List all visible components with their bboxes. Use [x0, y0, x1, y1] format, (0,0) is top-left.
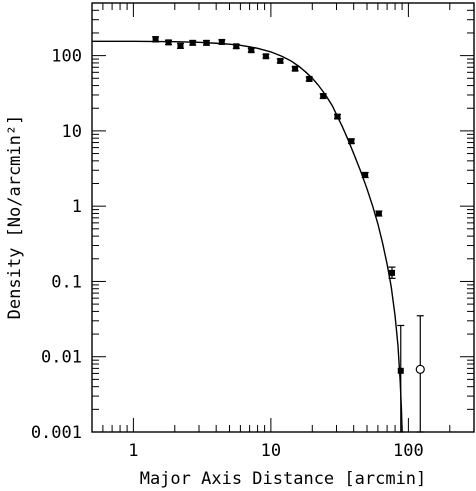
data-point [362, 171, 369, 178]
data-point [320, 93, 327, 100]
axis-ticks [91, 2, 475, 433]
data-point [277, 57, 284, 64]
data-point [389, 269, 396, 276]
data-point [165, 39, 172, 46]
data-point [203, 39, 210, 46]
model-curve-line [92, 40, 403, 433]
data-point [177, 42, 184, 49]
data-point [348, 138, 355, 145]
y-tick-label: 10 [62, 122, 82, 142]
data-point [189, 39, 196, 46]
model-curve [92, 40, 403, 433]
data-point [152, 36, 159, 43]
data-point [248, 47, 255, 54]
x-axis-label: Major Axis Distance [arcmin] [140, 469, 427, 489]
y-tick-label: 0.1 [51, 272, 82, 292]
tick-labels: 1 10 100 0.001 0.01 0.1 1 10 100 [31, 47, 424, 461]
x-tick-label: 10 [261, 441, 281, 461]
data-point [334, 113, 341, 120]
data-points [152, 36, 425, 433]
y-axis-label: Density [No/arcmin²] [5, 115, 25, 320]
y-tick-label: 0.01 [41, 348, 82, 368]
data-point-open [415, 364, 425, 374]
y-tick-label: 0.001 [31, 423, 82, 443]
x-tick-label: 100 [393, 441, 424, 461]
y-tick-label: 100 [51, 47, 82, 67]
data-point [233, 43, 240, 50]
x-tick-label: 1 [128, 441, 138, 461]
data-point [397, 367, 404, 374]
data-point [292, 65, 299, 72]
data-point [375, 210, 382, 217]
y-tick-label: 1 [72, 197, 82, 217]
data-point [262, 53, 269, 60]
data-point [218, 38, 225, 45]
data-point [306, 75, 313, 82]
